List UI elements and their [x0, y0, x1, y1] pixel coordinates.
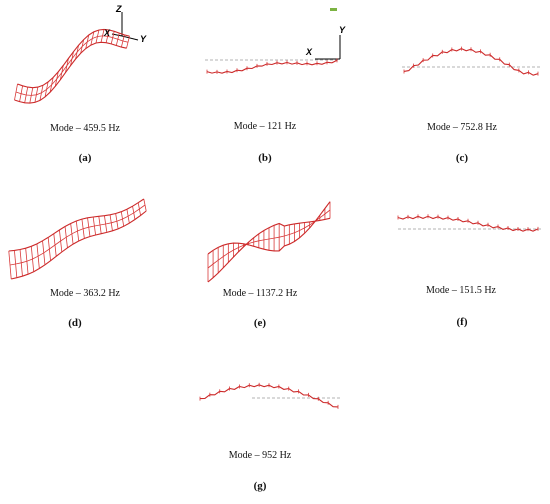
panel-g: Mode – 952 Hz (g): [190, 360, 360, 504]
label-g: (g): [253, 480, 267, 492]
mesh-edge: [17, 28, 130, 89]
caption-b: Mode – 121 Hz: [233, 121, 297, 132]
mode-shape-a: [14, 12, 139, 104]
caption-a: Mode – 459.5 Hz: [50, 123, 120, 134]
mesh-edge: [207, 217, 331, 283]
mesh-edge: [8, 198, 145, 252]
panel-d: Mode – 363.2 Hz (d): [0, 180, 170, 350]
axis-label-z: Z: [116, 4, 122, 14]
mode-shape-g: [199, 382, 340, 409]
axis-label-x: X: [306, 47, 313, 57]
mode-line: [206, 59, 338, 74]
mode-shape-d: [8, 198, 147, 280]
mesh-edge: [14, 41, 127, 104]
mode-line: [403, 47, 539, 76]
label-e: (e): [253, 317, 267, 329]
mesh-centerline: [207, 209, 331, 269]
axis-label-y: Y: [140, 34, 147, 44]
caption-f: Mode – 151.5 Hz: [426, 285, 496, 296]
panel-e: Mode – 1137.2 Hz (e): [190, 180, 360, 350]
axis-label-x: X: [104, 28, 111, 38]
label-a: (a): [78, 152, 92, 164]
mesh-edge: [11, 210, 147, 280]
mesh-centerline: [9, 204, 146, 266]
mesh-centerline: [15, 35, 129, 96]
label-b: (b): [258, 152, 272, 164]
mesh-rung: [14, 83, 18, 101]
panel-a: Z X Y Mode – 459.5 Hz (a): [0, 0, 170, 170]
caption-c: Mode – 752.8 Hz: [427, 122, 497, 133]
mesh-edge: [207, 201, 331, 255]
panel-b: Y X Mode – 121 Hz (b): [190, 0, 360, 170]
label-f: (f): [456, 316, 468, 328]
caption-d: Mode – 363.2 Hz: [50, 288, 120, 299]
panel-f: Mode – 151.5 Hz (f): [380, 180, 550, 350]
mode-shape-c: [402, 46, 542, 76]
label-d: (d): [68, 317, 82, 329]
mode-line: [199, 384, 339, 408]
mode-shape-b: [205, 8, 341, 74]
caption-e: Mode – 1137.2 Hz: [222, 288, 298, 299]
axis-label-y: Y: [339, 25, 346, 35]
mode-shape-e: [207, 201, 331, 283]
panel-c: Mode – 752.8 Hz (c): [380, 0, 550, 170]
label-c: (c): [455, 152, 469, 164]
caption-g: Mode – 952 Hz: [228, 450, 292, 461]
mesh-rung: [126, 36, 130, 49]
mode-shape-f: [397, 214, 542, 232]
